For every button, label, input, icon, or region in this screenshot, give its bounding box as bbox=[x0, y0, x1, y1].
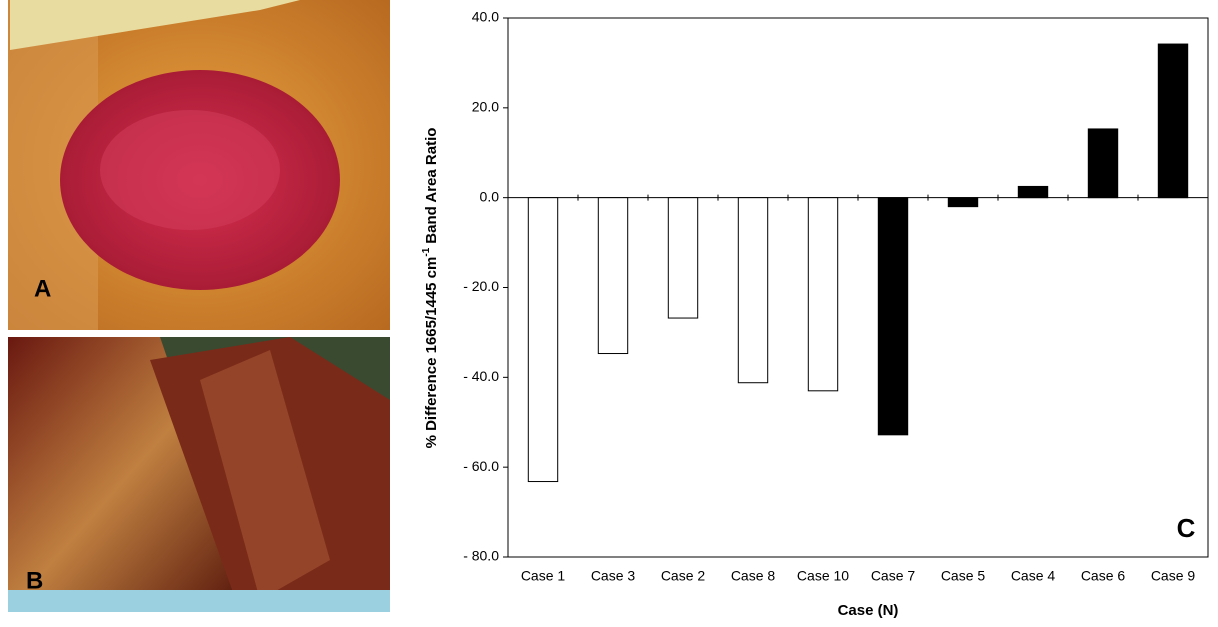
y-tick-label: - 80.0 bbox=[463, 548, 499, 564]
x-axis-title: Case (N) bbox=[838, 602, 899, 619]
y-tick-label: 0.0 bbox=[480, 188, 500, 204]
x-tick-label: Case 10 bbox=[797, 568, 849, 584]
x-tick-label: Case 8 bbox=[731, 568, 776, 584]
y-axis-title-suffix: Band Area Ratio bbox=[423, 128, 440, 244]
bar bbox=[878, 198, 907, 435]
y-tick-label: - 40.0 bbox=[463, 368, 499, 384]
x-tick-label: Case 7 bbox=[871, 568, 916, 584]
bar bbox=[948, 198, 977, 207]
y-axis-title: % Difference 1665/1445 cm-1 Band Area Rat… bbox=[421, 128, 440, 449]
bar bbox=[738, 198, 767, 383]
photo-b: B bbox=[8, 337, 390, 612]
bar bbox=[1158, 44, 1187, 198]
y-axis-title-superscript: -1 bbox=[421, 247, 432, 256]
bar bbox=[598, 198, 627, 354]
x-tick-label: Case 6 bbox=[1081, 568, 1126, 584]
panel-label: C bbox=[1177, 513, 1196, 543]
bar bbox=[528, 198, 557, 482]
bar bbox=[668, 198, 697, 318]
figure: A B % Difference 1665/1445 cm-1 Band Area… bbox=[0, 0, 1218, 622]
x-tick-label: Case 4 bbox=[1011, 568, 1056, 584]
photo-a: A bbox=[8, 0, 390, 330]
y-axis-title-text: % Difference 1665/1445 cm bbox=[423, 257, 440, 449]
y-tick-label: - 20.0 bbox=[463, 278, 499, 294]
x-tick-label: Case 3 bbox=[591, 568, 636, 584]
panel-label: A bbox=[34, 275, 51, 302]
y-tick-label: 40.0 bbox=[472, 9, 499, 25]
panel-label: B bbox=[26, 567, 43, 594]
bar bbox=[1088, 129, 1117, 198]
bar bbox=[808, 198, 837, 391]
y-tick-label: - 60.0 bbox=[463, 458, 499, 474]
y-tick-label: 20.0 bbox=[472, 99, 499, 115]
x-tick-label: Case 9 bbox=[1151, 568, 1196, 584]
x-tick-label: Case 2 bbox=[661, 568, 706, 584]
bar bbox=[1018, 186, 1047, 197]
x-tick-label: Case 5 bbox=[941, 568, 986, 584]
x-tick-label: Case 1 bbox=[521, 568, 566, 584]
